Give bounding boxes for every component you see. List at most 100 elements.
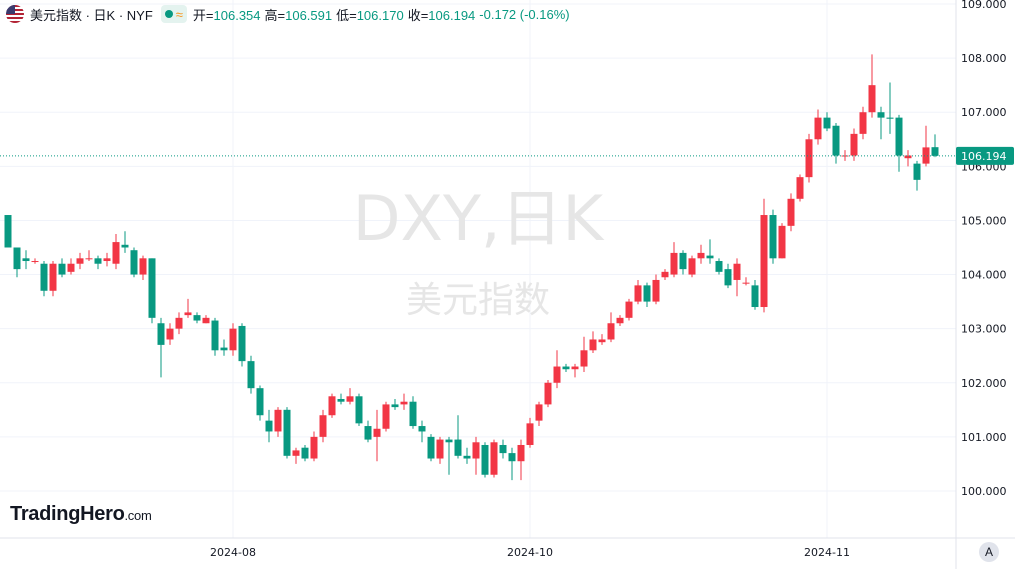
logo: TradingHero.com <box>10 503 152 526</box>
candle-body <box>346 396 354 402</box>
candle-body <box>283 409 291 456</box>
candle-body <box>481 444 489 475</box>
candle-body <box>472 442 480 459</box>
x-tick-label: 2024-11 <box>804 546 850 559</box>
candle-body <box>436 439 444 459</box>
candle-body <box>607 323 615 340</box>
candle-body <box>337 398 345 402</box>
candle-body <box>40 263 48 291</box>
ohlc: 低=106.170 <box>336 5 404 24</box>
ohlc: 收=106.194 <box>408 5 476 24</box>
candle-body <box>247 361 255 389</box>
candle-body <box>112 242 120 264</box>
candle-body <box>589 339 597 351</box>
candle-body <box>301 447 309 459</box>
candle-body <box>310 436 318 459</box>
ohlc-label: 低= <box>336 7 357 23</box>
change: -0.172 (-0.16%) <box>479 6 570 22</box>
candle-body <box>922 147 930 164</box>
candle-body <box>517 444 525 462</box>
candle-body <box>904 155 912 159</box>
candle-body <box>85 258 93 260</box>
candle-body <box>688 258 696 275</box>
grid <box>0 0 956 538</box>
candle-body <box>418 426 426 432</box>
last-price-label: 106.194 <box>961 150 1007 163</box>
candle-body <box>49 263 57 291</box>
candle-body <box>229 328 237 351</box>
logo-suffix: .com <box>124 508 152 523</box>
candle-body <box>877 112 885 118</box>
candle-body <box>544 382 552 405</box>
candle-body <box>535 404 543 421</box>
candle-body <box>274 409 282 432</box>
ohlc-value: 106.591 <box>285 7 333 23</box>
candle-body <box>661 271 669 278</box>
candle-body <box>571 366 579 370</box>
candle-body <box>742 282 750 284</box>
candle-body <box>832 125 840 156</box>
candle-body <box>103 258 111 262</box>
candle-body <box>193 315 201 321</box>
candle-body <box>238 325 246 362</box>
x-tick-label: 2024-10 <box>507 546 553 559</box>
candle-body <box>31 261 39 263</box>
candle-body <box>625 301 633 318</box>
candle-body <box>319 415 327 437</box>
candle-body <box>670 252 678 275</box>
candle-body <box>751 285 759 308</box>
candle-body <box>166 328 174 340</box>
candle-body <box>805 139 813 178</box>
candle-body <box>490 442 498 475</box>
candle-body <box>868 85 876 113</box>
ohlc-value: 106.194 <box>428 7 476 23</box>
candle-body <box>697 252 705 259</box>
candle-body <box>121 244 129 248</box>
y-tick-label: 104.000 <box>961 269 1007 282</box>
ohlc-value: 106.170 <box>356 7 404 23</box>
symbol[interactable]: 美元指数 · 日K · NYF <box>30 7 153 23</box>
candle-body <box>931 147 939 156</box>
flag-icon <box>6 5 24 23</box>
status-pill[interactable]: ≈ <box>160 5 187 23</box>
y-tick-label: 107.000 <box>961 106 1007 119</box>
header: 美元指数 · 日K · NYF ≈ 开=106.354 高=106.591 低=… <box>6 4 574 24</box>
status-dot <box>164 10 173 18</box>
candle-body <box>148 258 156 318</box>
candle-body <box>130 250 138 275</box>
candle-body <box>895 117 903 156</box>
wave-icon: ≈ <box>175 6 183 22</box>
candle-body <box>67 263 75 272</box>
ohlc-label: 开= <box>192 7 214 23</box>
candle-body <box>787 198 795 226</box>
candle-body <box>202 317 210 324</box>
candle-body <box>562 366 570 370</box>
y-tick-label: 101.000 <box>961 431 1007 444</box>
y-tick-label: 109.000 <box>961 0 1007 11</box>
y-tick-label: 102.000 <box>961 377 1007 390</box>
candle-body <box>220 347 228 351</box>
candle-body <box>58 263 66 275</box>
candle-body <box>175 317 183 329</box>
candle-body <box>427 436 435 459</box>
watermark: DXY,日K <box>353 182 605 255</box>
candle-body <box>94 258 102 264</box>
ohlc-value: 106.354 <box>213 7 261 23</box>
candle-body <box>157 323 165 345</box>
candle-body <box>769 215 777 259</box>
last-price-tag <box>956 146 1014 165</box>
candle-body <box>211 320 219 351</box>
candle-body <box>463 455 471 459</box>
candle-body <box>508 453 516 462</box>
candle-body <box>814 117 822 140</box>
auto-scale-button[interactable]: A <box>979 542 999 562</box>
ohlc: 开=106.354 <box>193 5 261 24</box>
candle-body <box>796 177 804 199</box>
candle-body <box>580 350 588 367</box>
candle-body <box>778 225 786 259</box>
candle-body <box>652 279 660 302</box>
candle-body <box>409 401 417 427</box>
candle-body <box>499 444 507 454</box>
candle-body <box>256 388 264 416</box>
